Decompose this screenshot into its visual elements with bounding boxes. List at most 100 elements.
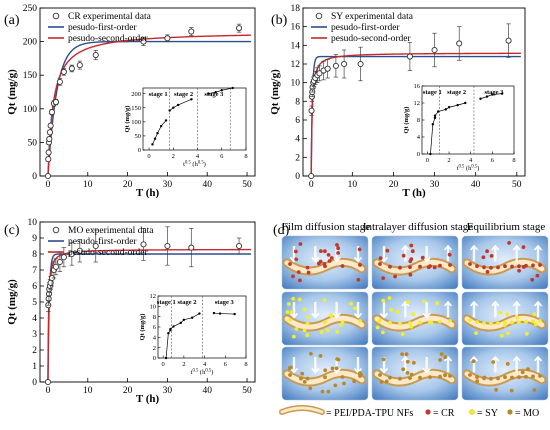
dye-dot — [379, 380, 384, 384]
sy-legend-label: = SY — [477, 408, 498, 419]
stage-label: stage 2 — [447, 89, 466, 96]
adsorbed-dye-dot — [418, 375, 422, 380]
dye-dot — [298, 242, 303, 246]
y-tick-label: 14 — [291, 41, 301, 51]
adsorbed-dye-dot — [524, 374, 528, 379]
inset-segment-line — [169, 98, 192, 111]
dye-dot — [534, 322, 538, 327]
dye-dot — [291, 296, 296, 301]
flow-arrowhead — [353, 367, 363, 374]
stage-label: stage 1 — [157, 299, 176, 306]
y-tick-label: 0 — [32, 172, 37, 182]
adsorbed-dye-dot — [496, 321, 500, 326]
dye-dot — [532, 388, 537, 392]
experimental-point — [308, 172, 315, 180]
experimental-point — [46, 135, 53, 143]
dye-dot — [411, 312, 416, 317]
inset-point — [198, 312, 201, 315]
schematic-tile — [281, 346, 369, 401]
x-axis-label: T (h) — [136, 187, 160, 199]
flow-arrowhead — [401, 300, 410, 307]
experimental-point — [56, 78, 63, 85]
adsorbed-dye-dot — [408, 376, 412, 380]
legend-label-first-order: pesudo-first-order — [68, 22, 137, 33]
experimental-point — [341, 60, 348, 68]
x-tick-label: 40 — [471, 180, 481, 190]
dye-dot — [499, 333, 504, 338]
dye-dot — [381, 298, 386, 303]
adsorbed-dye-dot — [388, 264, 392, 269]
flow-arrowhead — [469, 300, 479, 307]
y-tick-label: 200 — [23, 38, 38, 48]
experimental-point — [47, 122, 54, 129]
dye-dot — [329, 256, 334, 260]
inset-x-axis-label: t0.5​ (h0.5​) — [183, 161, 206, 168]
dye-dot — [535, 273, 540, 278]
legend-label-first-order: pesudo-first-order — [331, 22, 400, 33]
panel-a-label: (a) — [4, 13, 20, 28]
schematic-tile — [461, 235, 549, 290]
dye-dot — [405, 300, 410, 305]
inset-point — [179, 321, 182, 325]
plot-frame — [39, 7, 256, 177]
adsorbed-dye-dot — [398, 265, 402, 270]
dye-dot — [338, 323, 343, 328]
y-tick-label: 5 — [32, 298, 37, 308]
adsorbed-dye-dot — [438, 374, 442, 379]
dye-dot — [357, 247, 362, 252]
x-tick-label: 20 — [123, 180, 133, 190]
adsorbed-dye-dot — [524, 263, 528, 268]
experimental-point — [236, 25, 243, 32]
y-tick-label: 8 — [32, 250, 37, 260]
legend-label-second-order: pesudo-second-order — [331, 34, 412, 44]
dye-dot — [294, 327, 299, 331]
y-tick-label: 9 — [32, 234, 37, 244]
inset-y-tick-label: 150 — [131, 105, 141, 112]
stage-label: stage 1 — [423, 89, 442, 96]
mo-legend-dot — [507, 409, 513, 415]
flow-arrowhead — [533, 244, 543, 251]
y-tick-label: 18 — [291, 4, 301, 14]
adsorbed-dye-dot — [358, 319, 362, 323]
adsorbed-dye-dot — [503, 375, 507, 380]
legend-marker-experimental — [315, 12, 323, 20]
inset-x-tick-label: 0 — [147, 153, 150, 160]
dye-dot — [475, 379, 480, 384]
adsorbed-dye-dot — [489, 321, 493, 326]
y-tick-label: 150 — [23, 71, 38, 81]
y-tick-label: 7 — [32, 266, 37, 276]
panel-d-schematic: (d) Film diffusion stage Intralayer diff… — [273, 221, 549, 419]
adsorbed-dye-dot — [418, 320, 422, 325]
dye-dot — [485, 270, 490, 274]
dye-dot — [530, 277, 535, 282]
inset-point — [164, 119, 168, 122]
dye-dot — [325, 328, 330, 333]
legend-marker-experimental — [52, 226, 60, 234]
dye-dot — [381, 357, 386, 362]
legend-marker-experimental — [52, 12, 60, 20]
adsorbed-dye-dot — [323, 375, 327, 380]
experimental-point — [45, 149, 52, 156]
experimental-point — [140, 241, 147, 248]
flow-arrowhead — [353, 256, 363, 263]
dye-dot — [378, 256, 383, 260]
dye-dot — [517, 268, 521, 273]
experimental-point — [56, 258, 63, 266]
inset-point — [220, 89, 223, 92]
inset-x-tick-label: 4 — [203, 361, 207, 368]
inset-frame — [142, 87, 247, 151]
dye-dot — [489, 254, 494, 258]
dye-dot — [330, 366, 335, 371]
experimental-point — [45, 156, 52, 163]
experimental-point — [236, 242, 243, 250]
fiber-inner — [374, 370, 455, 385]
flow-arrowhead — [401, 244, 410, 251]
inset-y-tick-label: 6 — [153, 324, 157, 331]
x-tick-label: 10 — [83, 180, 93, 190]
dye-dot — [409, 243, 414, 248]
dye-dot — [353, 306, 357, 311]
y-tick-label: 4 — [32, 314, 37, 324]
